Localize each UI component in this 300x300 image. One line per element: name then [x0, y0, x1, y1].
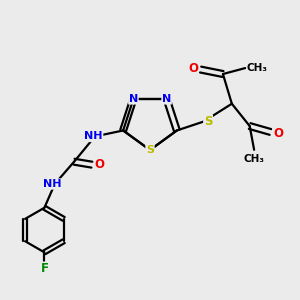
- Text: O: O: [94, 158, 104, 171]
- Text: O: O: [188, 61, 198, 75]
- Text: N: N: [162, 94, 171, 104]
- Text: CH₃: CH₃: [244, 154, 265, 164]
- Text: CH₃: CH₃: [247, 63, 268, 73]
- Text: NH: NH: [43, 179, 61, 189]
- Text: F: F: [40, 262, 48, 275]
- Text: NH: NH: [84, 131, 103, 141]
- Text: N: N: [129, 94, 138, 104]
- Text: S: S: [204, 115, 212, 128]
- Text: O: O: [273, 127, 283, 140]
- Text: S: S: [146, 145, 154, 155]
